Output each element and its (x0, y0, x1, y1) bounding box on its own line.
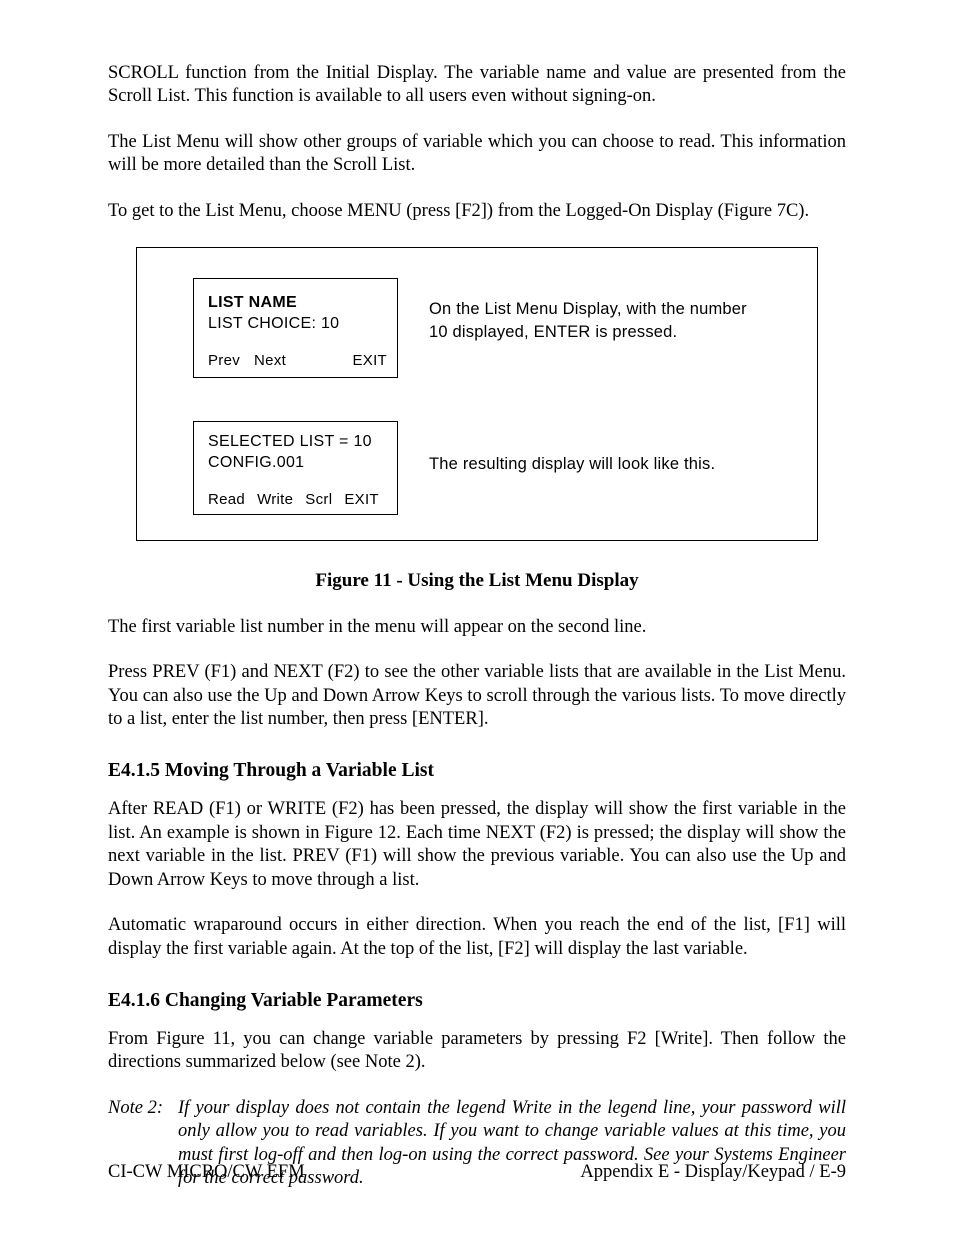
panel1-line2: LIST CHOICE: 10 (208, 314, 387, 335)
panel2-caption: The resulting display will look like thi… (429, 453, 739, 475)
panel2-read: Read (208, 490, 245, 510)
heading-e416: E4.1.6 Changing Variable Parameters (108, 989, 846, 1014)
panel1-next: Next (254, 351, 286, 371)
panel2-line2: CONFIG.001 (208, 453, 387, 474)
panel2-scrl: Scrl (305, 490, 332, 510)
figure-11-container: LIST NAME LIST CHOICE: 10 Prev Next EXIT… (136, 247, 818, 541)
paragraph-3: To get to the List Menu, choose MENU (pr… (108, 200, 846, 223)
paragraph-8: From Figure 11, you can change variable … (108, 1028, 846, 1075)
figure-11-caption: Figure 11 - Using the List Menu Display (108, 569, 846, 593)
page-footer: CI-CW MICRO/CW EFM Appendix E - Display/… (108, 1161, 846, 1184)
panel1-caption: On the List Menu Display, with the numbe… (429, 298, 769, 343)
list-menu-display-panel: LIST NAME LIST CHOICE: 10 Prev Next EXIT (193, 278, 398, 378)
panel2-buttons: Read Write Scrl EXIT (208, 490, 387, 510)
footer-right: Appendix E - Display/Keypad / E-9 (580, 1161, 846, 1184)
paragraph-4: The first variable list number in the me… (108, 616, 846, 639)
paragraph-5: Press PREV (F1) and NEXT (F2) to see the… (108, 661, 846, 731)
paragraph-2: The List Menu will show other groups of … (108, 131, 846, 178)
panel1-buttons: Prev Next EXIT (208, 351, 387, 371)
footer-left: CI-CW MICRO/CW EFM (108, 1161, 305, 1184)
selected-list-display-panel: SELECTED LIST = 10 CONFIG.001 Read Write… (193, 421, 398, 515)
page: SCROLL function from the Initial Display… (0, 0, 954, 1235)
panel2-write: Write (257, 490, 293, 510)
paragraph-1: SCROLL function from the Initial Display… (108, 62, 846, 109)
paragraph-7: Automatic wraparound occurs in either di… (108, 914, 846, 961)
panel1-prev: Prev (208, 351, 240, 371)
paragraph-6: After READ (F1) or WRITE (F2) has been p… (108, 798, 846, 892)
panel2-exit: EXIT (344, 490, 379, 510)
panel1-line1: LIST NAME (208, 293, 387, 314)
panel2-line1: SELECTED LIST = 10 (208, 432, 387, 453)
heading-e415: E4.1.5 Moving Through a Variable List (108, 759, 846, 784)
panel1-exit: EXIT (352, 351, 387, 371)
